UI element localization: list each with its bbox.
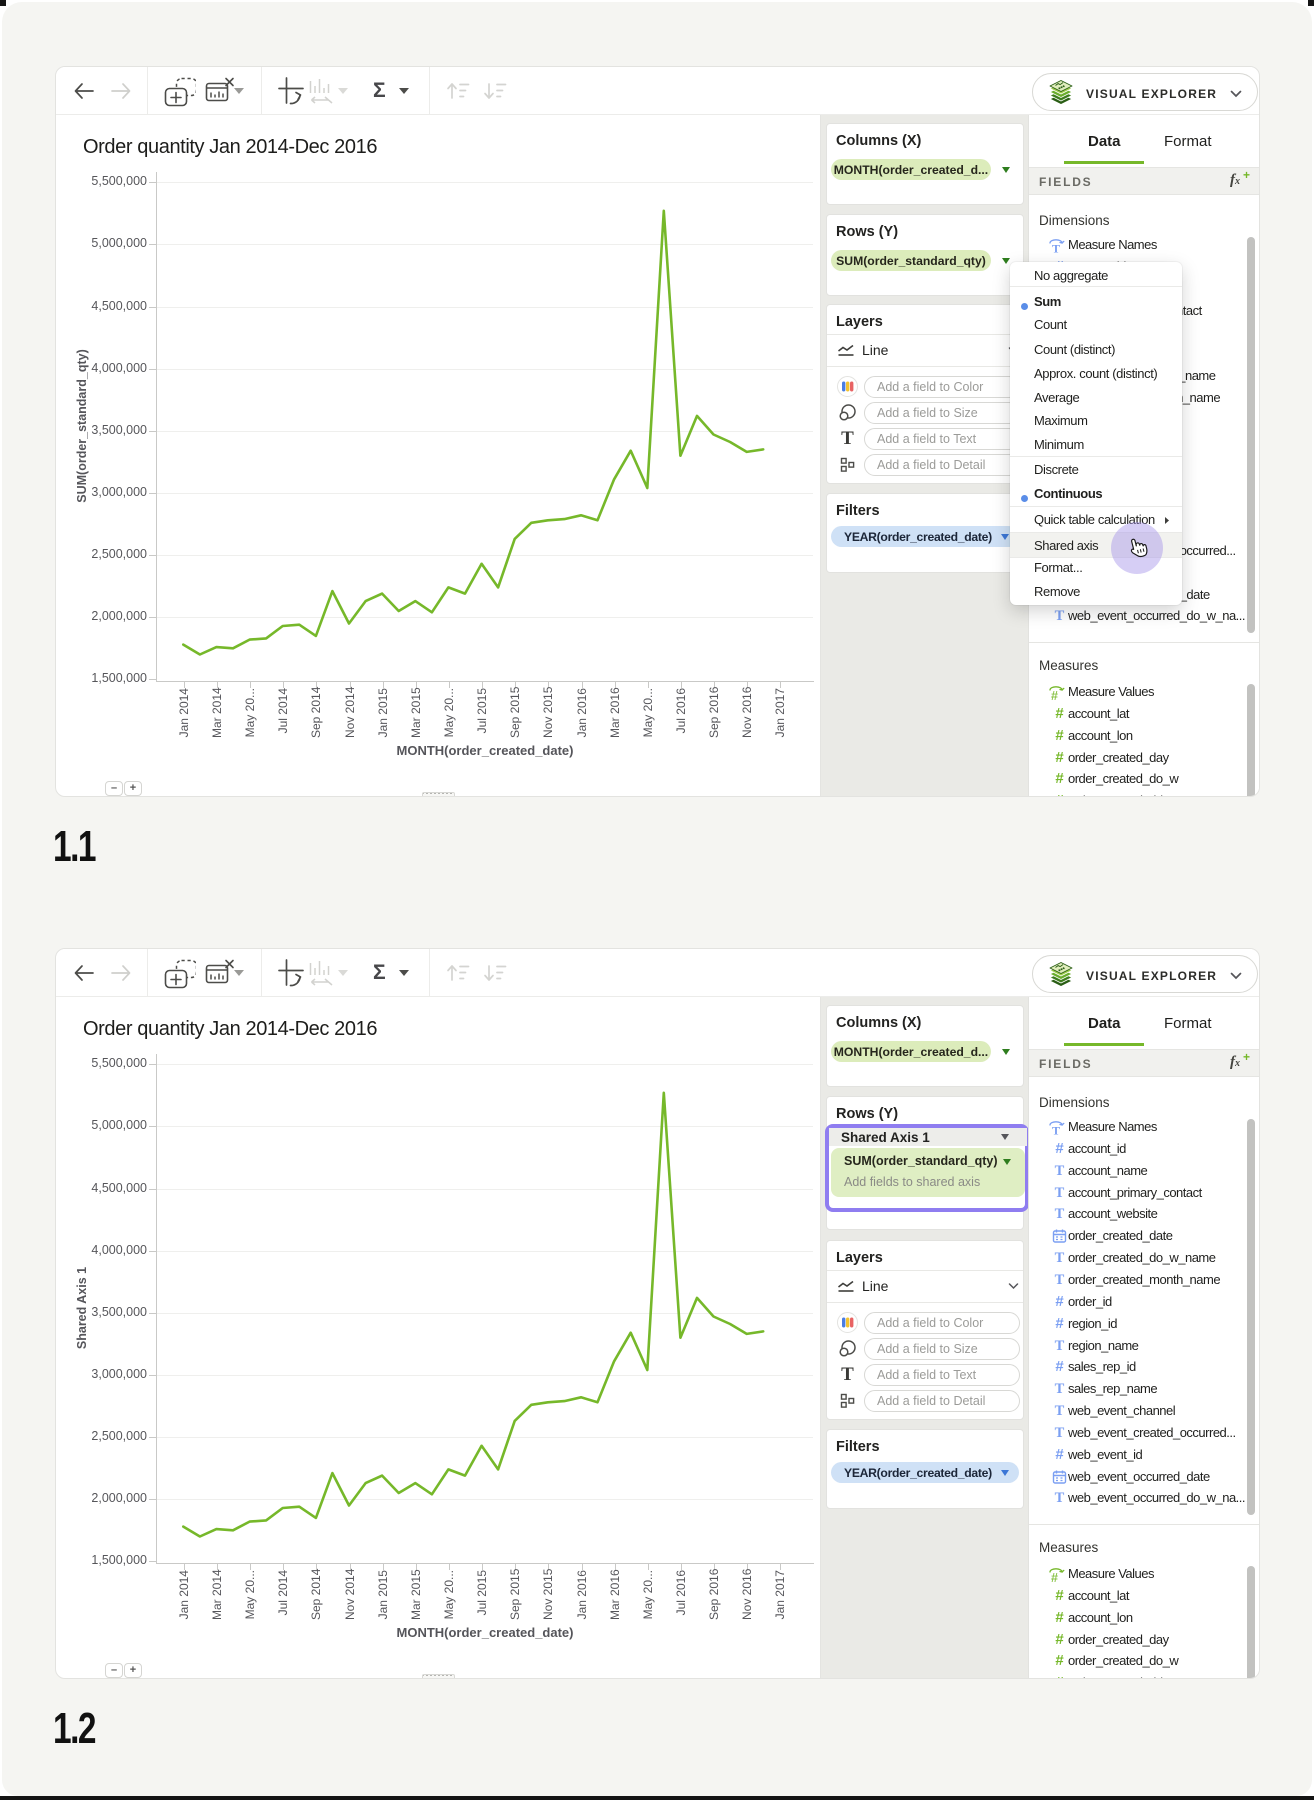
svg-text:#: #	[1051, 1571, 1058, 1584]
svg-text:#: #	[1051, 689, 1058, 702]
svg-text:T: T	[1052, 242, 1060, 256]
svg-text:T: T	[1052, 1124, 1060, 1138]
